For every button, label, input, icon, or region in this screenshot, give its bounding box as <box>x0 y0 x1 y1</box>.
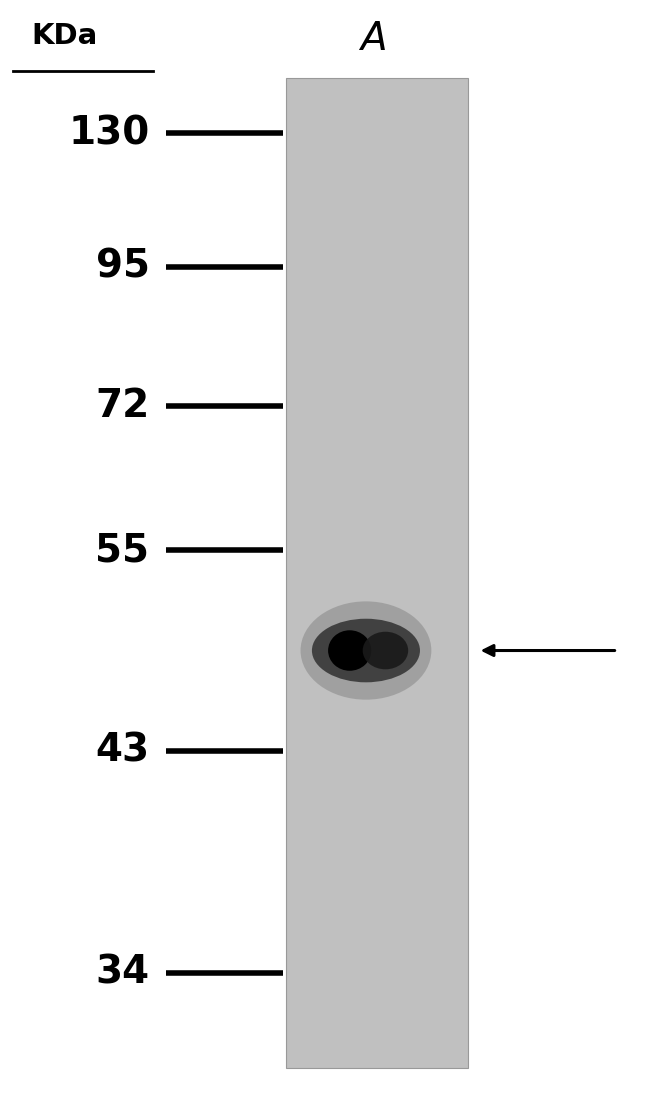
Ellipse shape <box>363 632 408 669</box>
Text: 34: 34 <box>96 954 150 992</box>
Bar <box>286 78 468 1068</box>
Text: 43: 43 <box>96 732 150 770</box>
Ellipse shape <box>300 602 432 699</box>
Text: 55: 55 <box>96 532 150 569</box>
Text: 72: 72 <box>96 387 150 425</box>
Ellipse shape <box>328 631 371 671</box>
Text: KDa: KDa <box>32 22 98 50</box>
Ellipse shape <box>312 618 420 683</box>
Text: A: A <box>361 20 387 58</box>
Text: 130: 130 <box>68 115 150 152</box>
Text: 95: 95 <box>96 248 150 286</box>
